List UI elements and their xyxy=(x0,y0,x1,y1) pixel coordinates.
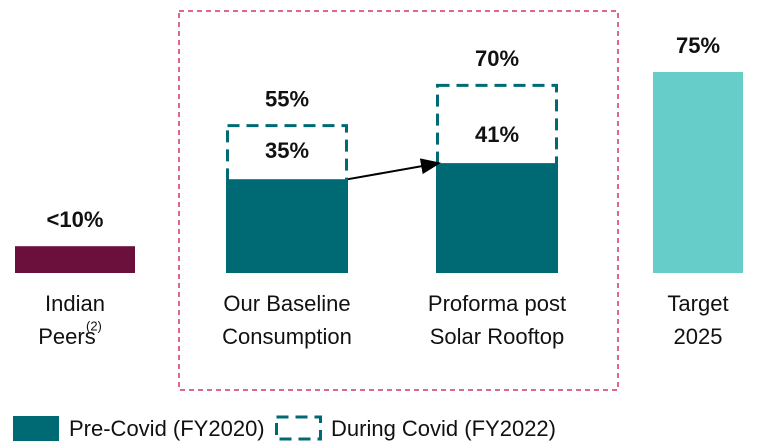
category-label: 2025 xyxy=(674,324,723,349)
value-label: 70% xyxy=(475,46,519,71)
bar xyxy=(436,163,558,273)
bar xyxy=(653,72,743,273)
footnote-mark: (2) xyxy=(86,318,102,333)
legend-swatch xyxy=(13,416,59,441)
category-label: Our Baseline xyxy=(223,291,350,316)
highlight-frame xyxy=(178,10,619,391)
bar xyxy=(226,179,348,273)
value-label: 75% xyxy=(676,33,720,58)
legend-label: During Covid (FY2022) xyxy=(331,416,556,441)
legend-label: Pre-Covid (FY2020) xyxy=(69,416,265,441)
category-label: Solar Rooftop xyxy=(430,324,565,349)
category-label: Consumption xyxy=(222,324,352,349)
value-label: 41% xyxy=(475,122,519,147)
value-label: 55% xyxy=(265,86,309,111)
category-label: Proforma post xyxy=(428,291,566,316)
legend-swatch xyxy=(275,415,322,441)
category-label: Target xyxy=(667,291,728,316)
category-label: Indian xyxy=(45,291,105,316)
bar xyxy=(15,246,135,273)
category-label: Peers xyxy=(38,324,95,349)
dashed-bar xyxy=(226,124,348,273)
value-label: <10% xyxy=(47,207,104,232)
arrow xyxy=(347,158,441,181)
dashed-bar xyxy=(436,83,558,274)
value-label: 35% xyxy=(265,138,309,163)
